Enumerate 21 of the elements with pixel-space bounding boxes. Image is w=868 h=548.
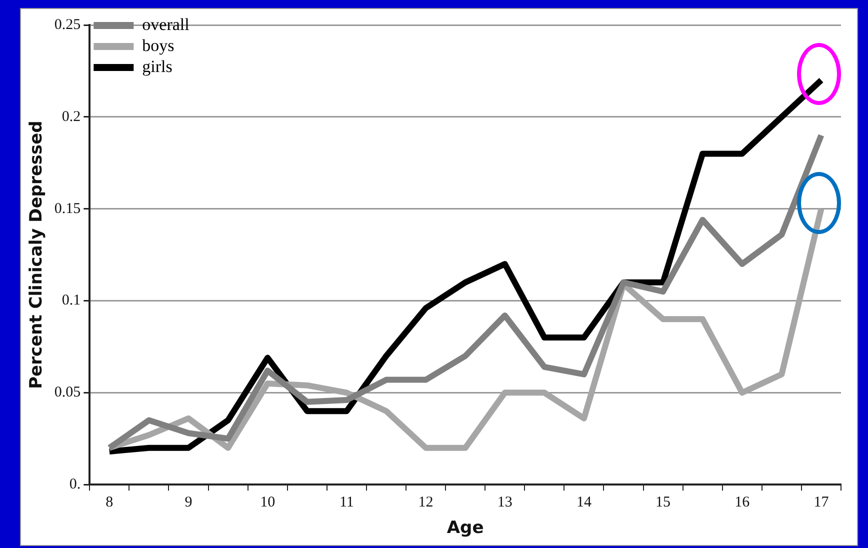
x-tick-label: 10 (260, 494, 276, 511)
y-tick-label: 0.1 (62, 292, 81, 309)
y-tick-label: 0. (69, 476, 81, 493)
y-tick-label: 0.15 (54, 200, 81, 217)
x-tick-label: 14 (576, 494, 592, 511)
x-tick-label: 8 (106, 494, 114, 511)
y-axis-title: Percent Clinicaly Depressed (26, 120, 47, 389)
y-tick-label: 0.2 (62, 108, 81, 125)
x-tick-label: 11 (339, 494, 354, 511)
x-tick-label: 9 (184, 494, 192, 511)
y-tick-label: 0.05 (54, 384, 81, 401)
x-tick-label: 16 (734, 494, 750, 511)
x-tick-label: 17 (814, 494, 830, 511)
legend-label: overall (142, 14, 190, 34)
legend-label: girls (142, 56, 172, 76)
legend-label: boys (142, 36, 174, 55)
x-tick-label: 12 (418, 494, 434, 511)
x-axis-title: Age (446, 518, 484, 538)
x-tick-label: 13 (497, 494, 512, 511)
x-tick-label: 15 (656, 494, 671, 511)
y-tick-label: 0.25 (54, 16, 81, 33)
